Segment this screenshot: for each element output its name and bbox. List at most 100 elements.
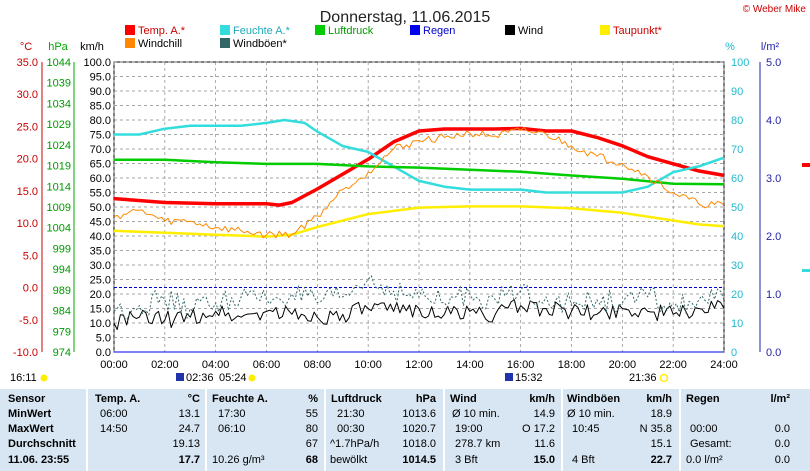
pressure-tick-label: 1024 — [47, 140, 71, 152]
rain-tick-label: 1.0 — [766, 289, 781, 301]
wind-tick-label: 65.0 — [90, 159, 111, 171]
gust-current: 22.7 — [650, 454, 672, 466]
pressure-tick-label: 1014 — [47, 181, 71, 193]
wind-tick-label: 45.0 — [90, 217, 111, 229]
header-wind: Wind — [450, 393, 477, 405]
legend-swatch — [125, 38, 135, 48]
row-label: Durchschnitt — [8, 438, 76, 450]
moon-icon — [176, 373, 184, 381]
sun-icon — [40, 374, 48, 382]
press-time: ^1.7hPa/h — [330, 438, 380, 450]
rain-tick-label: 2.0 — [766, 231, 781, 243]
wind-tick-label: 60.0 — [90, 173, 111, 185]
header-gust: Windböen — [567, 393, 621, 405]
header-temp-unit: °C — [187, 393, 200, 405]
humidity-tick-label: 0 — [731, 347, 737, 359]
wind-tick-label: 75.0 — [90, 130, 111, 142]
series-group — [113, 118, 725, 353]
rain-value: 0.0 — [774, 423, 790, 435]
column-divider — [205, 389, 207, 471]
stats-table: Sensor Temp. A. °C Feuchte A. % Luftdruc… — [0, 389, 810, 471]
x-tick-label: 06:00 — [253, 359, 281, 371]
x-tick-label: 02:00 — [151, 359, 179, 371]
legend: Temp. A.* Feuchte A.* Luftdruck Regen Wind Ta… — [125, 25, 663, 50]
column-divider — [324, 389, 326, 471]
header-sensor: Sensor — [8, 393, 46, 405]
rain-value: 0.0 — [774, 438, 790, 450]
press-value: 1018.0 — [402, 438, 436, 450]
wind-tick-label: 80.0 — [90, 115, 111, 127]
temp-tick-label: 35.0 — [17, 57, 38, 69]
legend-swatch — [220, 38, 230, 48]
temp-value: 19.13 — [172, 438, 200, 450]
humidity-tick-label: 50 — [731, 202, 743, 214]
column-divider — [86, 389, 88, 471]
legend-swatch — [125, 25, 135, 35]
header-pressure-unit: hPa — [415, 393, 436, 405]
row-label-current: 11.06. 23:55 — [8, 454, 70, 466]
temp-time: 14:50 — [100, 423, 128, 435]
header-rain-unit: l/m² — [770, 393, 790, 405]
event-time-left: 16:11 — [10, 372, 37, 384]
wind-tick-label: 35.0 — [90, 246, 111, 258]
event-time-3: 05:24 — [219, 372, 247, 384]
series-line-windchill — [113, 127, 725, 239]
edge-marker — [802, 269, 810, 272]
wind-value: O 17.2 — [521, 423, 555, 435]
humidity-tick-label: 10 — [731, 318, 743, 330]
rain-tick-label: 4.0 — [766, 115, 781, 127]
legend-label: Windböen* — [233, 38, 288, 50]
press-current: 1014.5 — [402, 454, 436, 466]
pressure-tick-label: 984 — [53, 306, 71, 318]
humidity-tick-label: 70 — [731, 144, 743, 156]
x-tick-label: 04:00 — [202, 359, 230, 371]
press-time: 00:30 — [337, 423, 365, 435]
temp-tick-label: -10.0 — [13, 347, 38, 359]
pressure-unit-label: hPa — [48, 41, 68, 53]
header-humidity: Feuchte A. — [212, 393, 268, 405]
wind-desc: Ø 10 min. — [452, 408, 500, 420]
header-wind-unit: km/h — [529, 393, 555, 405]
x-tick-label: 20:00 — [609, 359, 637, 371]
legend-swatch — [600, 25, 610, 35]
pressure-tick-label: 1009 — [47, 202, 71, 214]
copyright-text: © Weber Mike — [743, 4, 807, 15]
temp-current: 17.7 — [178, 454, 200, 466]
sunrise-icon — [248, 374, 256, 382]
humidity-tick-label: 30 — [731, 260, 743, 272]
header-rain: Regen — [686, 393, 720, 405]
wind-value: 11.6 — [534, 438, 555, 450]
legend-label: Temp. A.* — [138, 25, 186, 37]
rain-current: 0.0 — [774, 454, 790, 466]
hum-time: 06:10 — [218, 423, 246, 435]
series-line-windben — [113, 275, 725, 321]
header-pressure: Luftdruck — [331, 393, 382, 405]
gust-value: 15.1 — [650, 438, 672, 450]
wind-desc: 278.7 km — [455, 438, 501, 450]
rain-desc: Gesamt: — [690, 438, 732, 450]
x-tick-label: 00:00 — [100, 359, 128, 371]
wind-value: 14.9 — [533, 408, 555, 420]
press-time: 21:30 — [337, 408, 365, 420]
gust-value: N 35.8 — [639, 423, 672, 435]
sunset-icon — [659, 373, 669, 383]
x-tick-label: 16:00 — [507, 359, 535, 371]
series-line-luftdruck — [114, 158, 725, 186]
wind-bft: 3 Bft — [455, 454, 478, 466]
legend-swatch — [410, 25, 420, 35]
event-time-2: 02:36 — [186, 372, 214, 384]
gust-value: 18.9 — [650, 408, 672, 420]
hum-value: 80 — [305, 423, 318, 435]
legend-label: Taupunkt* — [613, 25, 663, 37]
humidity-tick-label: 20 — [731, 289, 743, 301]
header-temp: Temp. A. — [95, 393, 141, 405]
wind-tick-label: 30.0 — [90, 260, 111, 272]
rain-desc: 00:00 — [690, 423, 718, 435]
x-tick-label: 10:00 — [354, 359, 382, 371]
wind-tick-label: 70.0 — [90, 144, 111, 156]
temp-tick-label: 20.0 — [17, 154, 38, 166]
rain-rate: 0.0 l/m² — [686, 454, 723, 466]
temp-tick-label: 25.0 — [17, 121, 38, 133]
weather-desc: bewölkt — [330, 454, 368, 466]
column-divider — [561, 389, 563, 471]
